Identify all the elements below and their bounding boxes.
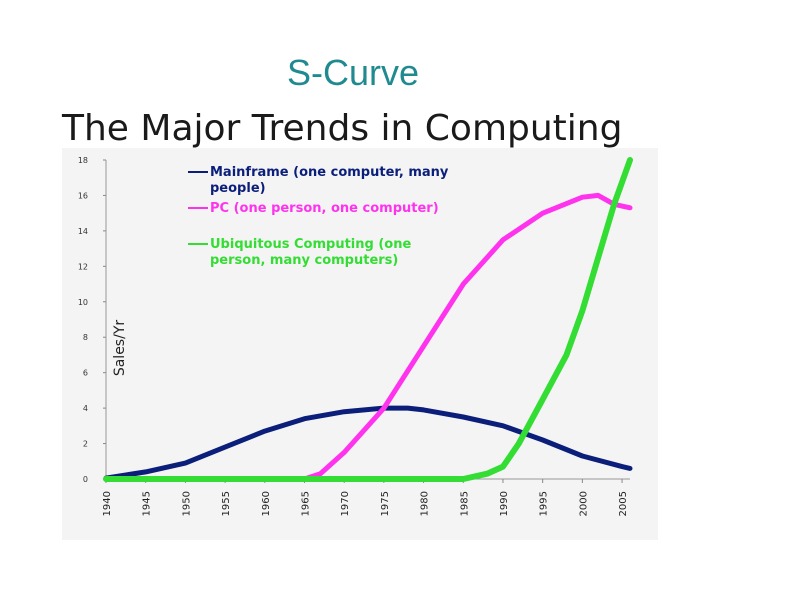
x-tick-label: 1980: [420, 491, 431, 516]
y-tick-label: 10: [78, 298, 88, 307]
x-tick-label: 1990: [499, 491, 510, 516]
y-tick-label: 18: [78, 156, 88, 165]
x-tick-label: 2005: [618, 491, 629, 516]
legend-label-3: Ubiquitous Computing (one: [210, 237, 411, 252]
y-tick-label: 12: [78, 262, 88, 271]
x-tick-label: 1965: [300, 491, 311, 516]
series-line-1: [103, 405, 633, 481]
y-tick-label: 2: [83, 440, 88, 449]
legend-label-2: PC (one person, one computer): [210, 201, 439, 216]
y-tick-label: 16: [78, 191, 88, 200]
chart-svg: 0 2 4 6 8 10 12 14 16 18 1940 1945 1950 1955 1960 1965 1…: [78, 156, 633, 516]
chart-heading: The Major Trends in Computing: [62, 108, 623, 149]
chart: 0 2 4 6 8 10 12 14 16 18 1940 1945 1950 1955 1960 1965 1…: [62, 148, 658, 540]
legend-label-1: people): [210, 181, 266, 196]
x-tick-label: 2000: [578, 491, 589, 516]
x-tick-label: 1945: [142, 491, 153, 516]
x-tick-label: 1950: [181, 491, 192, 516]
x-tick-label: 1995: [539, 491, 550, 516]
y-tick-label: 14: [78, 227, 88, 236]
series-line-2: [103, 192, 633, 482]
legend-label-3: person, many computers): [210, 253, 398, 268]
x-tick-label: 1970: [340, 491, 351, 516]
y-tick-label: 4: [83, 404, 88, 413]
y-axis-label: Sales/Yr: [112, 320, 128, 377]
x-tick-label: 1940: [102, 491, 113, 516]
y-tick-label: 6: [83, 369, 88, 378]
x-tick-label: 1955: [221, 491, 232, 516]
series-line-3: [103, 157, 633, 482]
slide-title: S-Curve: [286, 52, 420, 93]
x-tick-label: 1960: [261, 491, 272, 516]
legend-label-1: Mainframe (one computer, many: [210, 165, 449, 180]
y-tick-label: 0: [83, 475, 88, 484]
x-tick-label: 1975: [380, 491, 391, 516]
y-tick-label: 8: [83, 333, 88, 342]
x-tick-label: 1985: [459, 491, 470, 516]
